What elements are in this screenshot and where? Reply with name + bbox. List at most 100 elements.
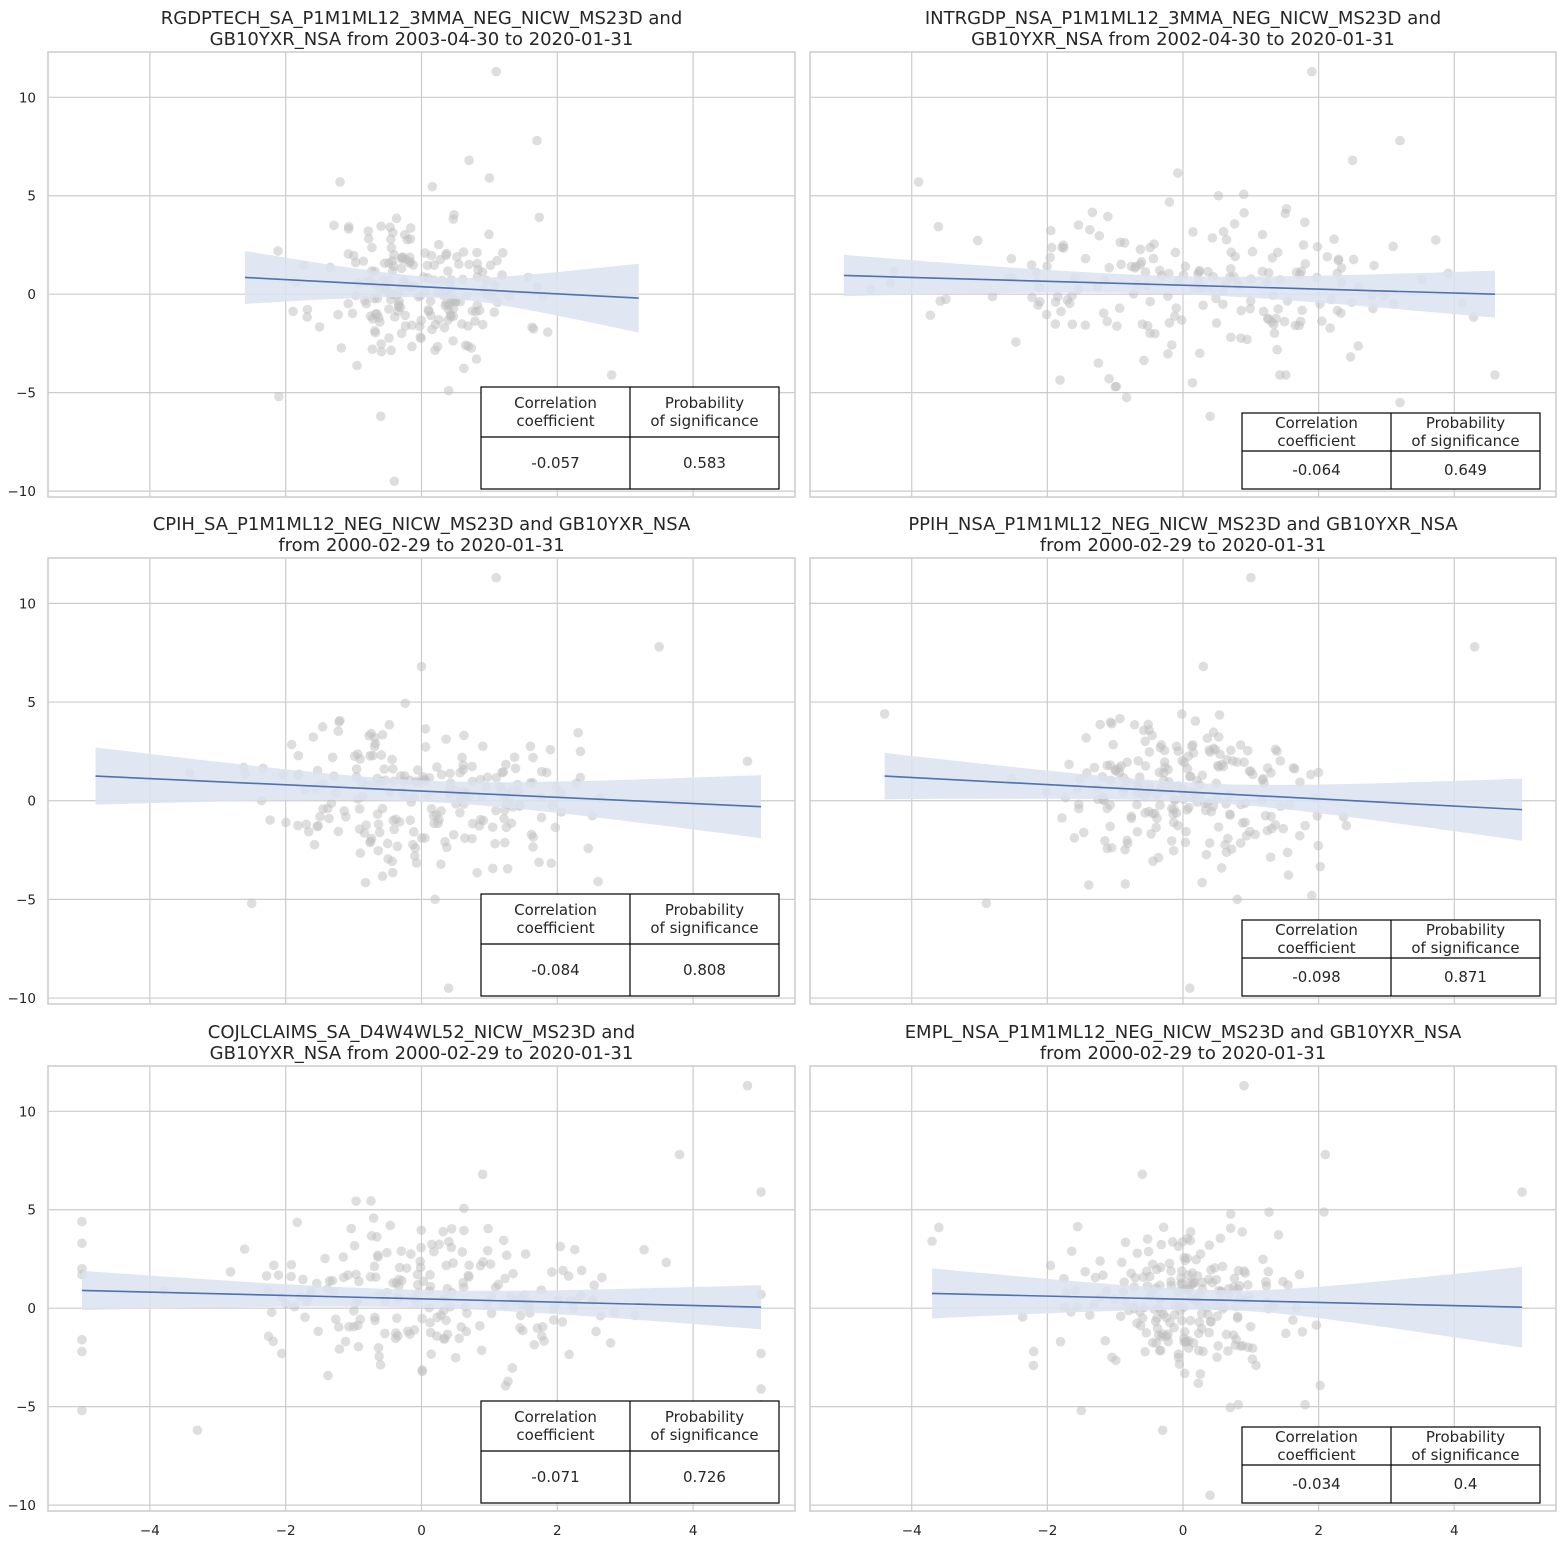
scatter-point [1050,319,1061,329]
subplot-6: EMPL_NSA_P1M1ML12_NEG_NICW_MS23D and GB1… [809,1022,1557,1539]
table-value: 0.649 [1444,461,1487,479]
scatter-point [477,319,488,330]
scatter-point [448,303,459,314]
scatter-point [497,248,508,258]
y-tick-label: 10 [19,596,36,612]
scatter-point [491,572,502,583]
y-tick-label: 0 [27,287,36,303]
table-header-line: Probability [665,1408,744,1426]
axes-frame [809,557,1557,1005]
subplot-2: INTRGDP_NSA_P1M1ML12_3MMA_NEG_NICW_MS23D… [809,8,1557,498]
table-header: Correlation coefficient [1275,414,1358,450]
scatter-point [268,1336,278,1347]
scatter-point [486,1308,497,1319]
scatter-point [443,983,454,994]
scatter-point [412,1279,423,1290]
scatter-point [1069,833,1080,843]
scatter-point [526,829,537,840]
scatter-point [352,360,362,371]
scatter-point [491,66,502,77]
scatter-point [1084,224,1095,235]
y-tick-label: 0 [27,794,36,810]
subplot-3: CPIH_SA_P1M1ML12_NEG_NICW_MS23D and GB10… [8,514,796,1007]
scatter-point [394,1274,404,1285]
scatter-point [432,762,442,772]
scatter-point [1236,333,1246,343]
scatter-point [1083,880,1094,890]
scatter-point [508,1268,518,1279]
scatter-point [1297,305,1307,316]
scatter-point [346,1223,357,1234]
scatter-point [501,822,512,833]
scatter-point [756,1348,766,1359]
scatter-point [1145,242,1155,253]
scatter-point [520,1249,531,1259]
title-line: GB10YXR_NSA from 2002-04-30 to 2020-01-3… [971,29,1395,50]
subplot-4: PPIH_NSA_P1M1ML12_NEG_NICW_MS23D and GB1… [809,514,1557,1005]
scatter-point [1347,155,1358,166]
scatter-point [1176,315,1187,325]
stats-table: Correlation coefficient Probability of sign… [1241,412,1541,490]
scatter-point [427,324,437,335]
y-tick-label: −5 [16,892,36,908]
scatter-point [360,877,371,888]
scatter-point [293,750,304,761]
scatter-point [576,1265,587,1276]
title-line: from 2000-02-29 to 2020-01-31 [1040,535,1326,556]
scatter-point [1353,341,1364,351]
scatter-point [1006,253,1017,264]
scatter-point [674,1149,685,1160]
scatter-point [426,250,437,261]
subplot-title: INTRGDP_NSA_P1M1ML12_3MMA_NEG_NICW_MS23D… [925,8,1441,50]
scatter-point [1184,1335,1194,1346]
table-value: 0.726 [683,1468,726,1486]
scatter-point [1232,894,1243,905]
table-header-line: coefficient [1277,939,1355,957]
table-header-line: Correlation [1275,414,1358,432]
scatter-point [498,1235,509,1246]
scatter-point [1208,727,1219,738]
scatter-point [349,1240,360,1251]
scatter-point [1313,840,1324,851]
scatter-point [1141,1327,1152,1338]
scatter-point [442,842,452,853]
scatter-point [386,234,396,245]
regression-line [843,274,1495,295]
scatter-point [1197,1277,1208,1288]
scatter-point [536,812,547,823]
scatter-point [550,822,561,833]
table-header: Probability of significance [1411,921,1519,957]
scatter-point [1300,259,1311,269]
scatter-point [1195,1369,1206,1379]
scatter-point [1046,242,1057,253]
scatter-point [448,336,458,346]
table-value: 0.871 [1444,968,1487,986]
scatter-point [1145,296,1156,307]
scatter-point [343,298,354,309]
scatter-point [387,856,397,867]
scatter-point [77,1405,87,1416]
scatter-point [1221,234,1232,245]
scatter-point [1211,293,1221,304]
confidence-band [95,747,761,839]
scatter-point [1206,1265,1216,1275]
scatter-point [334,1344,345,1354]
stats-table: Correlation coefficient Probability of sign… [480,893,780,997]
scatter-point [453,259,464,270]
scatter-point [1294,1269,1305,1280]
axes-frame [47,51,796,498]
table-header-line: coefficient [516,412,594,430]
scatter-point [1319,1207,1329,1217]
scatter-point [1490,370,1500,380]
scatter-point [286,1259,297,1270]
scatter-point [546,858,557,869]
scatter-point [1230,251,1240,262]
scatter-point [1275,756,1286,766]
scatter-point [77,1238,87,1249]
scatter-point [308,732,319,742]
scatter-point [323,1370,333,1381]
scatter-point [300,1312,310,1323]
scatter-point [1221,1329,1232,1340]
confidence-band [244,250,639,333]
scatter-point [364,730,374,741]
